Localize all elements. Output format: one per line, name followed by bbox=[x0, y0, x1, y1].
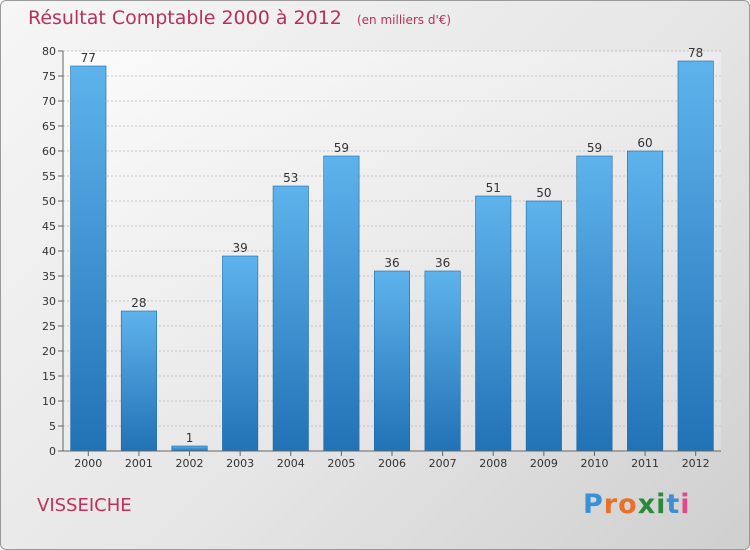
x-tick-label: 2004 bbox=[277, 457, 305, 470]
chart-title: Résultat Comptable 2000 à 2012 (en milli… bbox=[28, 7, 451, 29]
x-tick-label: 2003 bbox=[226, 457, 254, 470]
y-tick-label: 25 bbox=[42, 320, 56, 333]
value-label: 53 bbox=[283, 171, 298, 185]
value-label: 50 bbox=[536, 186, 551, 200]
x-tick-label: 2010 bbox=[580, 457, 608, 470]
x-tick-label: 2007 bbox=[429, 457, 457, 470]
x-tick-label: 2006 bbox=[378, 457, 406, 470]
y-tick-label: 50 bbox=[42, 195, 56, 208]
y-tick-label: 15 bbox=[42, 370, 56, 383]
logo-letter: t bbox=[666, 489, 681, 520]
bar-2008 bbox=[475, 195, 512, 452]
logo-letter: x bbox=[637, 489, 657, 520]
bar-2002 bbox=[171, 445, 208, 452]
x-tick-label: 2011 bbox=[631, 457, 659, 470]
x-tick-label: 2009 bbox=[530, 457, 558, 470]
y-tick-label: 35 bbox=[42, 270, 56, 283]
logo-letter: i bbox=[656, 489, 667, 520]
proxiti-logo: Proxiti bbox=[583, 489, 691, 520]
y-tick-label: 30 bbox=[42, 295, 56, 308]
bar-2001 bbox=[120, 310, 157, 452]
value-label: 39 bbox=[233, 241, 248, 255]
x-tick-label: 2000 bbox=[74, 457, 102, 470]
y-tick-label: 60 bbox=[42, 145, 56, 158]
bar-2010 bbox=[576, 155, 613, 452]
y-tick-label: 70 bbox=[42, 95, 56, 108]
bar-2012 bbox=[677, 60, 714, 452]
y-tick-label: 45 bbox=[42, 220, 56, 233]
y-tick-label: 0 bbox=[49, 445, 56, 458]
title-unit: (en milliers d'€) bbox=[356, 13, 452, 27]
x-tick-label: 2005 bbox=[327, 457, 355, 470]
x-tick-label: 2001 bbox=[125, 457, 153, 470]
y-tick-label: 20 bbox=[42, 345, 56, 358]
x-axis: 2000 2001 2002 2003 2004 2005 2006 2007 2008 2009… bbox=[63, 450, 721, 470]
commune-name: VISSEICHE bbox=[37, 495, 132, 516]
y-tick-label: 75 bbox=[42, 70, 56, 83]
y-tick-label: 80 bbox=[42, 45, 56, 58]
y-tick-label: 5 bbox=[49, 420, 56, 433]
title-main: Résultat Comptable 2000 à 2012 bbox=[28, 7, 342, 29]
y-tick-label: 40 bbox=[42, 245, 56, 258]
logo-letter: i bbox=[680, 489, 691, 520]
bar-2005 bbox=[323, 155, 360, 452]
logo-letter: o bbox=[618, 489, 638, 520]
y-tick-label: 10 bbox=[42, 395, 56, 408]
y-tick-label: 55 bbox=[42, 170, 56, 183]
x-tick-label: 2002 bbox=[176, 457, 204, 470]
value-label: 1 bbox=[186, 431, 194, 445]
logo-letter: r bbox=[603, 489, 619, 520]
value-label: 78 bbox=[688, 46, 703, 60]
value-label: 59 bbox=[587, 141, 602, 155]
x-tick-label: 2012 bbox=[682, 457, 710, 470]
value-label: 28 bbox=[131, 296, 146, 310]
value-label: 60 bbox=[637, 136, 652, 150]
bars bbox=[70, 60, 714, 452]
bar-2011 bbox=[627, 150, 664, 452]
value-label: 36 bbox=[435, 256, 450, 270]
value-label: 51 bbox=[486, 181, 501, 195]
bar-2004 bbox=[272, 185, 309, 452]
value-label: 36 bbox=[384, 256, 399, 270]
value-label: 59 bbox=[334, 141, 349, 155]
logo-letter: P bbox=[583, 489, 604, 520]
value-label: 77 bbox=[81, 51, 96, 65]
bar-2007 bbox=[424, 270, 461, 452]
bar-2006 bbox=[373, 270, 411, 452]
bar-2003 bbox=[222, 255, 259, 452]
y-tick-label: 65 bbox=[42, 120, 56, 133]
bar-2000 bbox=[70, 65, 107, 452]
y-axis: 0 5 10 15 20 25 30 35 40 45 50 55 60 65 70 75 80 bbox=[42, 45, 64, 458]
bar-2009 bbox=[525, 200, 562, 452]
value-labels: 77 28 1 39 53 59 36 36 51 50 59 60 78 bbox=[81, 46, 704, 445]
x-tick-label: 2008 bbox=[479, 457, 507, 470]
